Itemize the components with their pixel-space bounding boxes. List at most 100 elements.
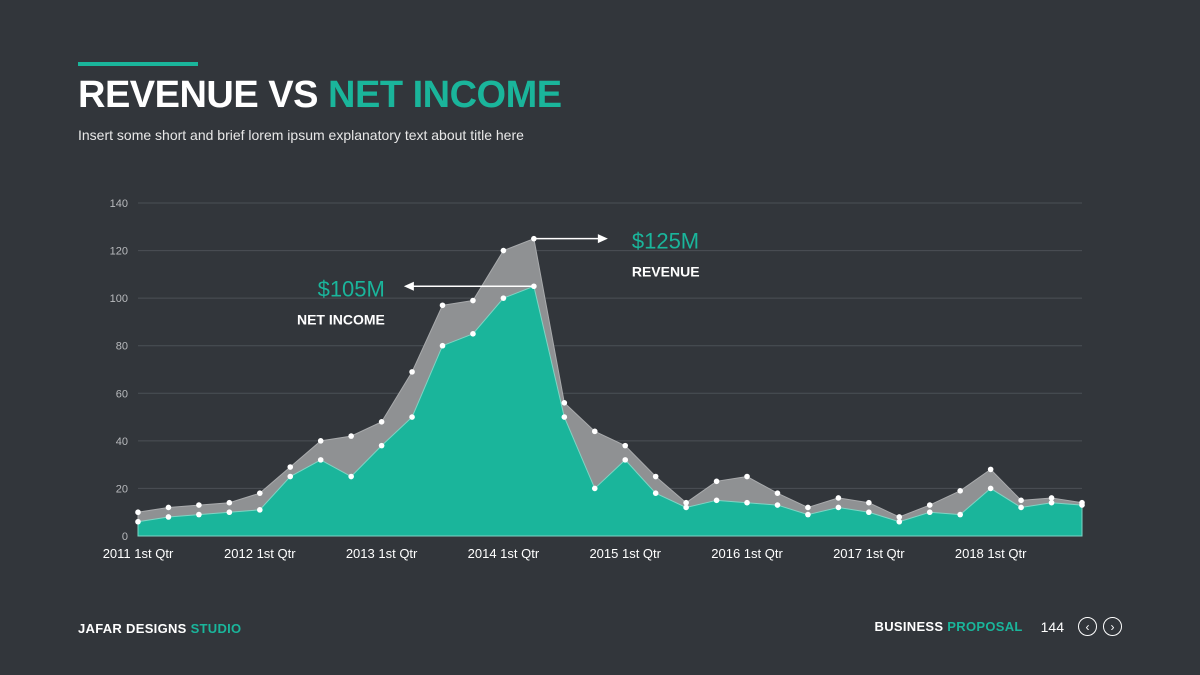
revenue-point — [835, 495, 842, 501]
revenue-point — [866, 499, 872, 506]
y-tick-label: 60 — [116, 388, 128, 400]
net-income-point — [926, 509, 933, 516]
net-income-point — [744, 499, 750, 506]
revenue-point — [348, 433, 354, 439]
net-income-point — [317, 457, 324, 463]
net-income-point — [1079, 502, 1085, 508]
y-tick-label: 0 — [122, 531, 128, 543]
revenue-point — [257, 490, 263, 496]
x-tick-label: 2012 1st Qtr — [224, 546, 296, 561]
x-tick-label: 2013 1st Qtr — [346, 546, 418, 561]
net-income-point — [196, 511, 202, 518]
net-income-point — [409, 414, 415, 420]
revenue-point — [805, 504, 811, 511]
page-number: 144 — [1040, 618, 1064, 635]
net-income-point — [835, 504, 842, 511]
footer-label-part2: PROPOSAL — [947, 619, 1023, 634]
net-income-point — [866, 509, 872, 516]
x-tick-label: 2015 1st Qtr — [589, 546, 661, 561]
y-tick-label: 100 — [110, 293, 128, 305]
brand-suffix: STUDIO — [190, 621, 242, 636]
page-title: REVENUE VS NET INCOME — [78, 74, 562, 117]
revenue-point — [500, 247, 507, 254]
revenue-point — [926, 502, 933, 508]
revenue-point — [713, 478, 720, 485]
x-tick-label: 2014 1st Qtr — [468, 546, 540, 561]
revenue-point — [561, 400, 568, 406]
x-tick-label: 2018 1st Qtr — [955, 546, 1027, 561]
revenue-point — [591, 428, 598, 435]
net-income-point — [957, 511, 963, 518]
title-part-revenue: REVENUE VS — [78, 74, 329, 116]
chevron-left-icon: ‹ — [1085, 619, 1090, 634]
revenue-point — [378, 419, 385, 425]
net-income-arrowhead-icon — [403, 281, 414, 291]
net-income-point — [561, 414, 568, 420]
y-tick-label: 80 — [116, 341, 128, 353]
net-income-point — [652, 490, 659, 496]
x-tick-label: 2011 1st Qtr — [103, 546, 174, 561]
net-income-point — [439, 342, 446, 349]
net-income-point — [987, 485, 994, 492]
net-income-point — [622, 457, 629, 463]
x-tick-label: 2017 1st Qtr — [833, 546, 905, 561]
revenue-arrowhead-icon — [597, 234, 608, 244]
net-income-point — [683, 504, 689, 511]
title-accent-bar — [78, 62, 198, 66]
net-income-point — [1018, 504, 1024, 511]
net-income-point — [713, 497, 720, 504]
net-income-area — [137, 285, 1083, 537]
net-income-point — [348, 473, 354, 480]
y-tick-label: 140 — [110, 198, 128, 210]
y-tick-label: 120 — [110, 246, 128, 258]
footer-brand: JAFAR DESIGNS STUDIO — [78, 621, 241, 636]
revenue-point — [622, 442, 629, 449]
revenue-point — [409, 369, 415, 375]
net-income-point — [287, 473, 294, 480]
net-income-point — [470, 331, 476, 337]
revenue-point — [744, 473, 750, 480]
revenue-point — [652, 473, 659, 480]
revenue-annotation-value: $125M — [632, 229, 699, 254]
net-income-point — [257, 507, 263, 513]
net-income-annotation-value: $105M — [318, 276, 385, 301]
revenue-point — [439, 302, 446, 309]
brand-name: JAFAR DESIGNS — [78, 621, 191, 636]
revenue-point — [470, 297, 476, 304]
footer-label-part1: BUSINESS — [874, 619, 948, 634]
y-tick-label: 40 — [116, 436, 128, 448]
x-tick-label: 2016 1st Qtr — [711, 546, 783, 561]
prev-page-button[interactable]: ‹ — [1078, 617, 1097, 636]
net-income-point — [165, 514, 172, 520]
revenue-point — [1048, 495, 1055, 501]
revenue-annotation-label: REVENUE — [632, 264, 700, 280]
revenue-point — [226, 499, 233, 506]
revenue-point — [135, 509, 141, 516]
footer-nav: BUSINESS PROPOSAL 144 ‹ › — [875, 617, 1122, 636]
net-income-point — [500, 295, 507, 301]
net-income-point — [226, 509, 233, 516]
net-income-point — [774, 502, 781, 508]
footer-label: BUSINESS PROPOSAL — [875, 619, 1023, 634]
chevron-right-icon: › — [1110, 619, 1115, 634]
revenue-point — [317, 438, 324, 444]
next-page-button[interactable]: › — [1103, 617, 1122, 636]
revenue-point — [196, 502, 202, 508]
revenue-point — [987, 466, 994, 473]
net-income-point — [135, 518, 141, 525]
revenue-point — [774, 490, 781, 496]
net-income-point — [896, 518, 903, 525]
net-income-annotation-label: NET INCOME — [297, 311, 385, 327]
page-subtitle: Insert some short and brief lorem ipsum … — [78, 127, 524, 143]
revenue-point — [957, 488, 963, 494]
net-income-point — [591, 485, 598, 492]
revenue-point — [1018, 497, 1024, 504]
net-income-point — [378, 442, 385, 449]
revenue-point — [896, 514, 903, 520]
net-income-point — [1048, 499, 1055, 506]
revenue-point — [287, 464, 294, 470]
title-part-net-income: NET INCOME — [328, 74, 562, 116]
revenue-point — [165, 504, 172, 511]
revenue-point — [683, 499, 689, 506]
net-income-point — [805, 511, 811, 518]
